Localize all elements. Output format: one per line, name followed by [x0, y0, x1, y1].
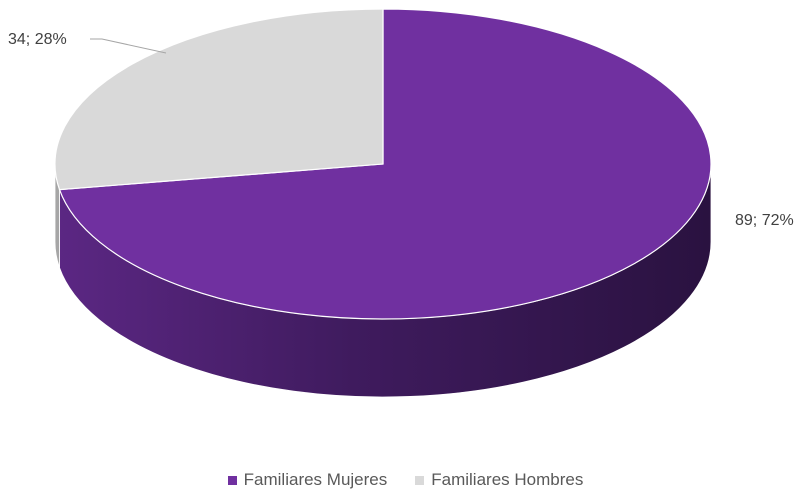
legend-item-mujeres: Familiares Mujeres: [227, 470, 388, 490]
leader-line-hombres: [90, 38, 167, 54]
pie-slice-hombres: [54, 8, 384, 191]
chart-legend: Familiares Mujeres Familiares Hombres: [0, 470, 811, 490]
legend-label-mujeres: Familiares Mujeres: [243, 470, 388, 489]
legend-item-hombres: Familiares Hombres: [415, 470, 583, 490]
pie-chart: 89; 72% 34; 28%: [8, 8, 794, 398]
legend-swatch-mujeres: [227, 475, 237, 485]
data-label-mujeres: 89; 72%: [735, 212, 794, 229]
data-label-hombres: 34; 28%: [8, 31, 67, 48]
legend-swatch-hombres: [415, 475, 425, 485]
pie-slice-mujeres: [58, 8, 712, 320]
legend-label-hombres: Familiares Hombres: [431, 470, 584, 489]
